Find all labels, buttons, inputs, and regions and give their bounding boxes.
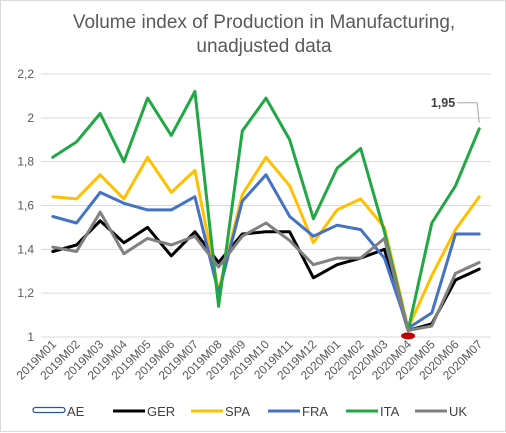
y-tick-label: 1,4	[17, 242, 34, 256]
series-lines	[51, 90, 481, 332]
gridlines	[41, 73, 491, 338]
legend-label-spa: SPA	[225, 404, 250, 419]
highlight-point	[401, 332, 416, 340]
legend-swatch-ae	[32, 406, 66, 414]
legend: AE GER SPA FRA ITA UK	[32, 404, 467, 419]
series-line-ita	[51, 90, 481, 332]
y-tick-label: 1,6	[17, 199, 34, 213]
y-tick-label: 1,2	[17, 286, 34, 300]
chart-title: Volume index of Production in Manufactur…	[73, 12, 455, 33]
y-tick-label: 2	[27, 111, 34, 125]
legend-label-ita: ITA	[380, 404, 400, 419]
legend-label-fra: FRA	[302, 404, 328, 419]
x-axis: 2019M012019M022019M032019M042019M052019M…	[14, 337, 486, 383]
y-tick-label: 2,2	[17, 67, 34, 81]
legend-label-ger: GER	[147, 404, 175, 419]
legend-label-ae: AE	[67, 404, 85, 419]
chart-subtitle: unadjusted data	[196, 36, 332, 57]
series-line-uk	[51, 210, 481, 332]
legend-label-uk: UK	[449, 404, 467, 419]
annotation-leader	[476, 102, 480, 123]
annotations: 1,95	[401, 96, 480, 340]
y-tick-label: 1,8	[17, 155, 34, 169]
series-line-fra	[51, 173, 481, 330]
y-tick-label: 1	[27, 330, 34, 344]
annotation-label: 1,95	[431, 96, 455, 110]
y-axis: 1 1,2 1,4 1,6 1,8 2 2,2	[17, 67, 34, 344]
